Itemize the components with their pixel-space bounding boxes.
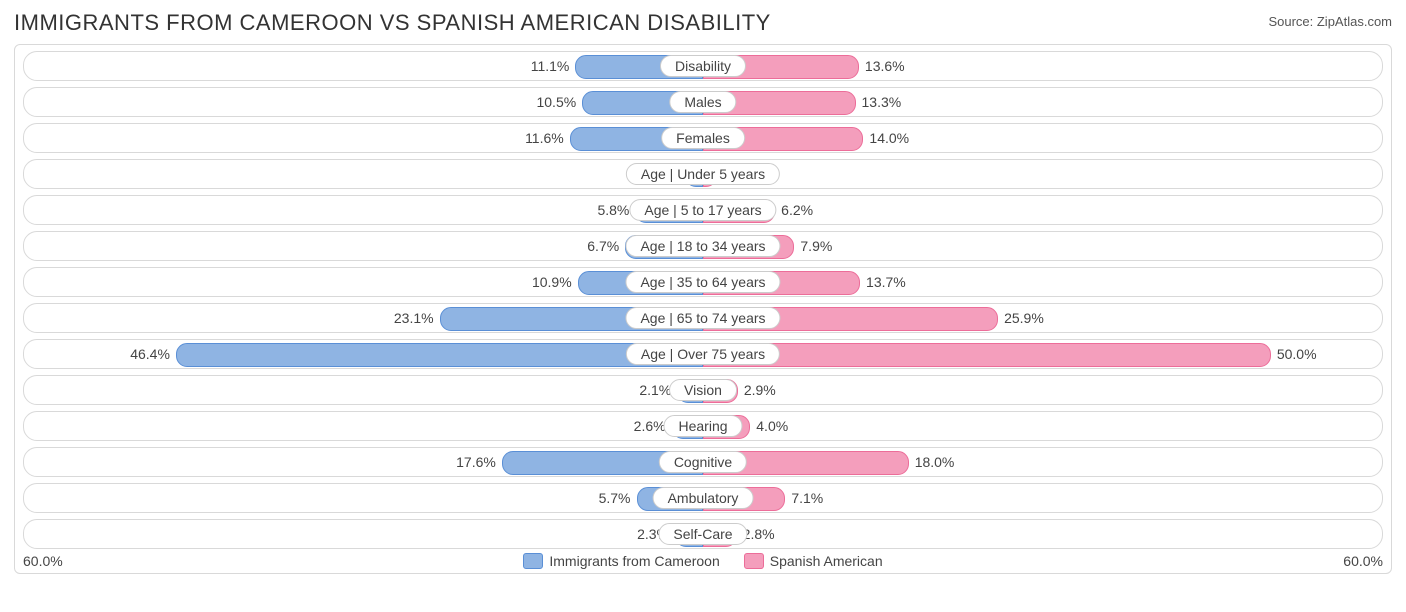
value-right: 18.0%: [915, 448, 955, 476]
category-label: Disability: [660, 55, 746, 77]
bar-right: [703, 343, 1271, 367]
value-left: 11.6%: [525, 124, 564, 152]
source-label: Source: ZipAtlas.com: [1268, 14, 1392, 29]
value-right: 4.0%: [756, 412, 788, 440]
chart-row: 2.3%2.8%Self-Care: [23, 519, 1383, 549]
category-label: Vision: [669, 379, 737, 401]
chart-row: 17.6% 18.0% Cognitive: [23, 447, 1383, 477]
value-right: 2.8%: [743, 520, 775, 548]
axis-left-max: 60.0%: [23, 553, 83, 569]
legend-swatch-right: [744, 553, 764, 569]
chart-row: 6.7% 7.9% Age | 18 to 34 years: [23, 231, 1383, 261]
chart-row: 23.1% 25.9% Age | 65 to 74 years: [23, 303, 1383, 333]
rows-wrapper: 11.1% 13.6% Disability 10.5% 13.3% Males 11.6%…: [23, 51, 1383, 549]
chart-row: 2.6% 4.0% Hearing: [23, 411, 1383, 441]
legend-label-right: Spanish American: [770, 553, 883, 569]
category-label: Age | 5 to 17 years: [629, 199, 776, 221]
chart-row: 10.5% 13.3% Males: [23, 87, 1383, 117]
chart-container: IMMIGRANTS FROM CAMEROON VS SPANISH AMER…: [0, 0, 1406, 612]
chart-row: 5.8% 6.2%Age | 5 to 17 years: [23, 195, 1383, 225]
category-label: Age | Under 5 years: [626, 163, 780, 185]
value-left: 5.7%: [599, 484, 631, 512]
chart-row: 11.6% 14.0% Females: [23, 123, 1383, 153]
legend-item-left: Immigrants from Cameroon: [523, 553, 719, 569]
value-left: 2.6%: [634, 412, 666, 440]
chart-area: 11.1% 13.6% Disability 10.5% 13.3% Males 11.6%…: [14, 44, 1392, 574]
value-right: 14.0%: [869, 124, 909, 152]
value-left: 23.1%: [394, 304, 434, 332]
value-right: 50.0%: [1277, 340, 1317, 368]
value-left: 10.5%: [536, 88, 576, 116]
value-left: 6.7%: [587, 232, 619, 260]
value-right: 6.2%: [781, 196, 813, 224]
value-right: 2.9%: [744, 376, 776, 404]
legend-item-right: Spanish American: [744, 553, 883, 569]
category-label: Age | 18 to 34 years: [625, 235, 780, 257]
chart-row: 10.9% 13.7% Age | 35 to 64 years: [23, 267, 1383, 297]
category-label: Ambulatory: [653, 487, 754, 509]
category-label: Females: [661, 127, 745, 149]
legend-swatch-left: [523, 553, 543, 569]
value-right: 25.9%: [1004, 304, 1044, 332]
value-left: 2.1%: [639, 376, 671, 404]
category-label: Age | 65 to 74 years: [625, 307, 780, 329]
legend: Immigrants from Cameroon Spanish America…: [83, 553, 1323, 569]
legend-label-left: Immigrants from Cameroon: [549, 553, 719, 569]
axis-right-max: 60.0%: [1323, 553, 1383, 569]
chart-row: 46.4% 50.0% Age | Over 75 years: [23, 339, 1383, 369]
category-label: Males: [669, 91, 736, 113]
chart-title: IMMIGRANTS FROM CAMEROON VS SPANISH AMER…: [14, 10, 771, 36]
value-right: 13.6%: [865, 52, 905, 80]
category-label: Hearing: [663, 415, 742, 437]
chart-row: 5.7% 7.1% Ambulatory: [23, 483, 1383, 513]
value-right: 7.1%: [791, 484, 823, 512]
chart-footer: 60.0% Immigrants from Cameroon Spanish A…: [23, 553, 1383, 569]
bar-left: [176, 343, 703, 367]
value-right: 13.7%: [866, 268, 906, 296]
value-left: 11.1%: [531, 52, 570, 80]
category-label: Age | 35 to 64 years: [625, 271, 780, 293]
value-right: 7.9%: [800, 232, 832, 260]
chart-row: 11.1% 13.6% Disability: [23, 51, 1383, 81]
value-left: 5.8%: [597, 196, 629, 224]
value-left: 17.6%: [456, 448, 496, 476]
header: IMMIGRANTS FROM CAMEROON VS SPANISH AMER…: [14, 10, 1392, 36]
value-left: 46.4%: [130, 340, 170, 368]
chart-row: 2.1% 2.9% Vision: [23, 375, 1383, 405]
chart-row: 1.4%1.1%Age | Under 5 years: [23, 159, 1383, 189]
value-left: 10.9%: [532, 268, 572, 296]
value-right: 13.3%: [862, 88, 902, 116]
category-label: Cognitive: [659, 451, 747, 473]
category-label: Age | Over 75 years: [626, 343, 780, 365]
category-label: Self-Care: [658, 523, 747, 545]
